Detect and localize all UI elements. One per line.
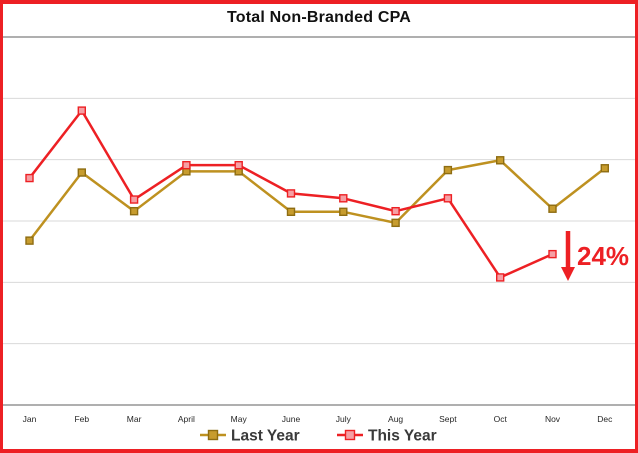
x-axis-label: Mar xyxy=(127,414,142,424)
x-axis-label: April xyxy=(178,414,195,424)
x-axis-label: Oct xyxy=(494,414,508,424)
x-axis-label: June xyxy=(282,414,301,424)
legend-label: Last Year xyxy=(231,428,300,445)
x-axis-label: Jan xyxy=(23,414,37,424)
data-point-marker-last-year xyxy=(391,218,400,228)
data-point-marker-this-year xyxy=(286,189,296,198)
data-point-marker-this-year xyxy=(391,206,400,216)
annotation-24-percent: 24% xyxy=(561,231,629,281)
chart-title: Total Non-Branded CPA xyxy=(226,9,412,26)
data-point-marker-this-year xyxy=(443,194,453,203)
legend-marker-square xyxy=(207,429,219,441)
line-chart: Jan Feb Mar April May June July Aug Sept Oct Nov De… xyxy=(3,36,635,445)
data-point-marker-last-year xyxy=(443,165,453,175)
legend-item-this-year: This Year xyxy=(337,428,437,445)
annotation-text: 24% xyxy=(577,241,629,271)
legend-label: This Year xyxy=(368,428,437,445)
data-point-marker-last-year xyxy=(25,236,34,245)
x-axis-label: May xyxy=(231,414,248,424)
data-point-marker-last-year xyxy=(77,168,87,177)
x-axis-label: Dec xyxy=(597,414,613,424)
data-point-marker-this-year xyxy=(129,195,139,204)
data-point-marker-last-year xyxy=(339,207,348,217)
data-point-marker-last-year xyxy=(548,204,557,213)
down-arrow-head-icon xyxy=(561,267,575,281)
data-point-marker-last-year xyxy=(600,164,609,173)
x-axis-label: Feb xyxy=(74,414,89,424)
x-axis-label: Aug xyxy=(388,414,403,424)
data-point-marker-last-year xyxy=(129,206,139,216)
data-point-marker-last-year xyxy=(496,156,505,165)
data-point-marker-this-year xyxy=(25,173,34,183)
x-axis-label: Sept xyxy=(439,414,457,424)
data-point-marker-this-year xyxy=(234,160,243,170)
data-point-marker-this-year xyxy=(548,249,557,259)
chart-legend: Last Year This Year xyxy=(200,428,437,445)
legend-marker-square xyxy=(344,429,356,441)
data-point-marker-this-year xyxy=(496,273,505,282)
x-axis-label: July xyxy=(336,414,352,424)
series-line-last-year xyxy=(28,159,607,242)
x-axis-label: Nov xyxy=(545,414,561,424)
data-point-marker-this-year xyxy=(339,194,348,203)
legend-item-last-year: Last Year xyxy=(200,428,300,445)
data-point-marker-this-year xyxy=(182,160,191,170)
data-point-marker-this-year xyxy=(77,106,87,115)
data-point-marker-last-year xyxy=(286,207,296,217)
